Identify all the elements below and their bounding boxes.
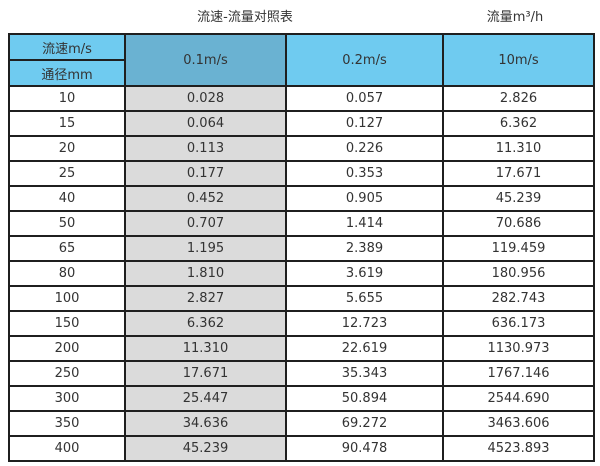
- table-head: 流速m/s 0.1m/s 0.2m/s 10m/s 通径mm: [8, 33, 595, 87]
- flow-value-cell-10: 4523.893: [442, 435, 595, 462]
- flow-value-cell-10: 2544.690: [442, 385, 595, 412]
- table-row: 65 1.195 2.389 119.459: [8, 235, 595, 262]
- table-row: 20 0.113 0.226 11.310: [8, 135, 595, 162]
- flow-value-cell-10: 636.173: [442, 310, 595, 337]
- flow-value-cell-0-2: 90.478: [285, 435, 444, 462]
- flow-value-cell-0-2: 1.414: [285, 210, 444, 237]
- velocity-header-0-2: 0.2m/s: [285, 33, 444, 87]
- table-row: 400 45.239 90.478 4523.893: [8, 435, 595, 462]
- flow-value-cell-10: 6.362: [442, 110, 595, 137]
- flow-value-cell-10: 70.686: [442, 210, 595, 237]
- table-row: 100 2.827 5.655 282.743: [8, 285, 595, 312]
- flow-value-cell-0-2: 0.226: [285, 135, 444, 162]
- table-title: 流速-流量对照表: [197, 10, 293, 25]
- diameter-cell: 15: [8, 110, 126, 137]
- diameter-cell: 80: [8, 260, 126, 287]
- diameter-cell: 25: [8, 160, 126, 187]
- header-row-diameter: 通径mm: [8, 59, 594, 87]
- velocity-header-10: 10m/s: [442, 33, 595, 87]
- flow-value-cell-0-1: 1.810: [124, 260, 287, 287]
- flow-value-cell-0-1: 6.362: [124, 310, 287, 337]
- flow-value-cell-0-2: 0.127: [285, 110, 444, 137]
- table-row: 25 0.177 0.353 17.671: [8, 160, 595, 187]
- diameter-cell: 50: [8, 210, 126, 237]
- table-row: 250 17.671 35.343 1767.146: [8, 360, 595, 387]
- velocity-header-0-1: 0.1m/s: [124, 33, 287, 87]
- flow-value-cell-0-2: 22.619: [285, 335, 444, 362]
- flow-value-cell-0-1: 1.195: [124, 235, 287, 262]
- flow-value-cell-0-1: 0.707: [124, 210, 287, 237]
- flow-value-cell-0-2: 12.723: [285, 310, 444, 337]
- header-row-velocity: 流速m/s 0.1m/s 0.2m/s 10m/s: [8, 33, 595, 87]
- table-row: 80 1.810 3.619 180.956: [8, 260, 595, 287]
- diameter-cell: 250: [8, 360, 126, 387]
- flow-value-cell-10: 3463.606: [442, 410, 595, 437]
- flow-value-cell-0-1: 0.064: [124, 110, 287, 137]
- flow-value-cell-0-2: 50.894: [285, 385, 444, 412]
- flow-value-cell-0-1: 25.447: [124, 385, 287, 412]
- flow-value-cell-0-2: 0.057: [285, 85, 444, 112]
- flow-value-cell-10: 1130.973: [442, 335, 595, 362]
- flow-value-cell-0-2: 2.389: [285, 235, 444, 262]
- flow-value-cell-0-2: 69.272: [285, 410, 444, 437]
- diameter-cell: 100: [8, 285, 126, 312]
- diameter-cell: 300: [8, 385, 126, 412]
- table-row: 40 0.452 0.905 45.239: [8, 185, 595, 212]
- diameter-cell: 150: [8, 310, 126, 337]
- table-row: 300 25.447 50.894 2544.690: [8, 385, 595, 412]
- diameter-cell: 200: [8, 335, 126, 362]
- table-row: 15 0.064 0.127 6.362: [8, 110, 595, 137]
- table-row: 200 11.310 22.619 1130.973: [8, 335, 595, 362]
- page-header: 流速-流量对照表 流量m³/h: [0, 0, 600, 33]
- flow-value-cell-0-1: 0.452: [124, 185, 287, 212]
- flow-value-cell-10: 45.239: [442, 185, 595, 212]
- table-row: 150 6.362 12.723 636.173: [8, 310, 595, 337]
- flow-value-cell-10: 11.310: [442, 135, 595, 162]
- flow-value-cell-0-1: 17.671: [124, 360, 287, 387]
- flow-rate-table: 流速m/s 0.1m/s 0.2m/s 10m/s 通径mm 10 0.028 0.…: [8, 33, 595, 462]
- flow-value-cell-10: 282.743: [442, 285, 595, 312]
- flow-unit-label: 流量m³/h: [486, 10, 544, 25]
- flow-value-cell-0-2: 35.343: [285, 360, 444, 387]
- flow-value-cell-0-1: 0.028: [124, 85, 287, 112]
- table-row: 50 0.707 1.414 70.686: [8, 210, 595, 237]
- flow-value-cell-0-1: 0.177: [124, 160, 287, 187]
- flow-value-cell-0-1: 0.113: [124, 135, 287, 162]
- diameter-cell: 40: [8, 185, 126, 212]
- flow-value-cell-0-1: 34.636: [124, 410, 287, 437]
- diameter-cell: 400: [8, 435, 126, 462]
- flow-value-cell-0-2: 5.655: [285, 285, 444, 312]
- flow-value-cell-0-2: 0.905: [285, 185, 444, 212]
- corner-label-velocity: 流速m/s: [8, 33, 126, 61]
- flow-value-cell-10: 2.826: [442, 85, 595, 112]
- table-row: 10 0.028 0.057 2.826: [8, 85, 595, 112]
- flow-value-cell-0-2: 0.353: [285, 160, 444, 187]
- flow-value-cell-0-1: 2.827: [124, 285, 287, 312]
- diameter-cell: 65: [8, 235, 126, 262]
- corner-label-diameter: 通径mm: [8, 59, 126, 87]
- flow-value-cell-0-2: 3.619: [285, 260, 444, 287]
- diameter-cell: 350: [8, 410, 126, 437]
- diameter-cell: 20: [8, 135, 126, 162]
- flow-value-cell-10: 17.671: [442, 160, 595, 187]
- flow-value-cell-0-1: 45.239: [124, 435, 287, 462]
- flow-value-cell-10: 180.956: [442, 260, 595, 287]
- flow-value-cell-10: 1767.146: [442, 360, 595, 387]
- diameter-cell: 10: [8, 85, 126, 112]
- table-body: 10 0.028 0.057 2.826 15 0.064 0.127 6.362 20 0.11…: [8, 85, 595, 462]
- flow-value-cell-10: 119.459: [442, 235, 595, 262]
- table-row: 350 34.636 69.272 3463.606: [8, 410, 595, 437]
- flow-value-cell-0-1: 11.310: [124, 335, 287, 362]
